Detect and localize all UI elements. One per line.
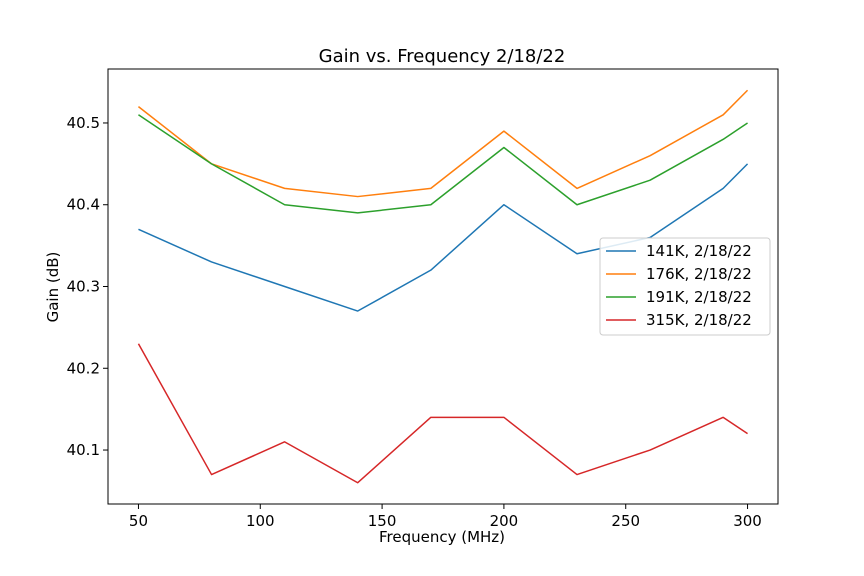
legend-label-4: 315K, 2/18/22 bbox=[646, 311, 752, 329]
legend: 141K, 2/18/22 176K, 2/18/22 191K, 2/18/22 3… bbox=[599, 237, 771, 336]
x-tick-label: 250 bbox=[611, 512, 640, 530]
series-line-1 bbox=[138, 163, 749, 312]
y-tick-label: 40.3 bbox=[67, 278, 100, 296]
x-tick-label: 200 bbox=[490, 512, 519, 530]
y-axis-label: Gain (dB) bbox=[44, 252, 62, 323]
x-axis-label: Frequency (MHz) bbox=[379, 528, 505, 546]
y-tick-label: 40.4 bbox=[67, 196, 100, 214]
legend-label-1: 141K, 2/18/22 bbox=[646, 242, 752, 260]
x-axis: 50 100 150 200 250 300 bbox=[129, 504, 762, 530]
y-tick-label: 40.1 bbox=[67, 441, 100, 459]
x-tick-label: 150 bbox=[368, 512, 397, 530]
legend-box bbox=[599, 237, 771, 336]
x-tick-label: 50 bbox=[129, 512, 148, 530]
x-tick-label: 100 bbox=[246, 512, 275, 530]
series-line-2 bbox=[137, 89, 749, 198]
y-tick-label: 40.2 bbox=[67, 359, 100, 377]
series-line-3 bbox=[138, 114, 748, 214]
chart-title: Gain vs. Frequency 2/18/22 bbox=[319, 46, 566, 67]
series-lines bbox=[137, 89, 749, 484]
legend-label-3: 191K, 2/18/22 bbox=[646, 288, 752, 306]
y-tick-label: 40.5 bbox=[67, 114, 100, 132]
x-tick-label: 300 bbox=[733, 512, 762, 530]
series-line-4 bbox=[137, 343, 748, 484]
y-axis: 40.1 40.2 40.3 40.4 40.5 bbox=[67, 114, 108, 459]
legend-label-2: 176K, 2/18/22 bbox=[646, 265, 752, 283]
